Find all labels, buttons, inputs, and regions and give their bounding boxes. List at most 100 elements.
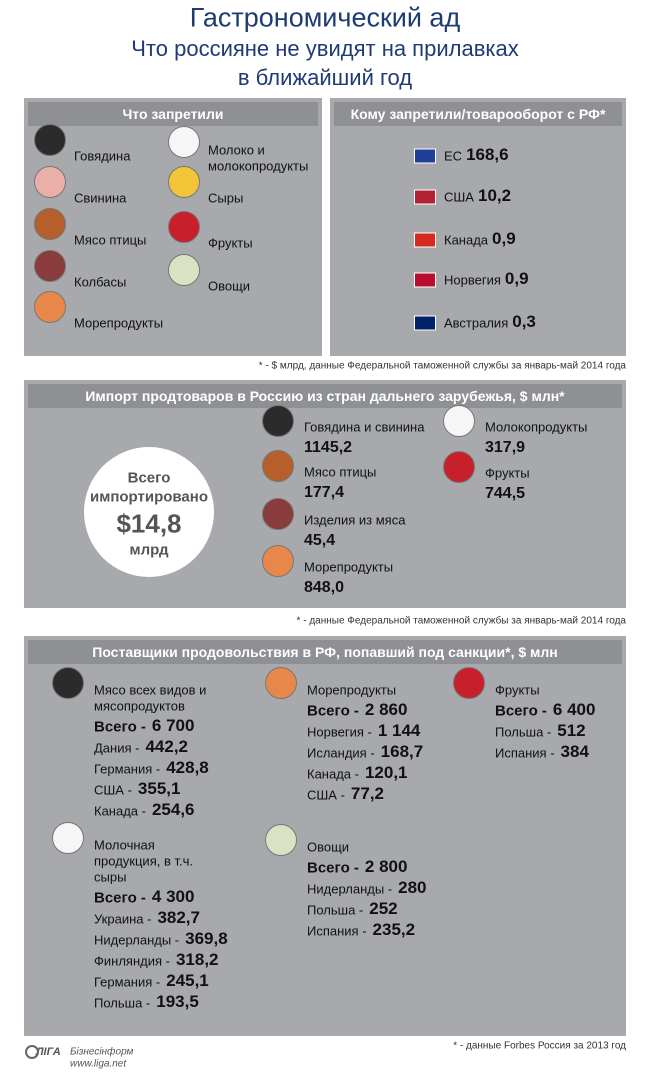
icon — [168, 166, 200, 198]
row-label: Испания - — [495, 745, 555, 761]
icon — [34, 124, 66, 156]
import-value: 1145,2 — [304, 439, 353, 456]
subtitle: Что россияне не увидят на прилавках — [131, 36, 519, 61]
row-label: Польша - — [307, 902, 364, 918]
row-value: 6 700 — [151, 716, 195, 735]
import-value: 848,0 — [304, 579, 345, 596]
import-value: 177,4 — [304, 484, 345, 501]
flag — [414, 315, 436, 331]
row-value: 442,2 — [145, 737, 189, 756]
row-label: Канада - — [307, 766, 359, 782]
title: Гастрономический ад — [189, 2, 461, 33]
row-label: Норвегия - — [307, 724, 372, 740]
flag — [414, 189, 436, 205]
group-name: Мясо всех видов и — [94, 682, 207, 698]
group-name: Морепродукты — [307, 682, 397, 698]
icon — [168, 126, 200, 158]
row-value: 77,2 — [350, 784, 385, 803]
row-label: Испания - — [307, 923, 367, 939]
row-value: 428,8 — [166, 758, 209, 777]
row-value: 235,2 — [372, 920, 416, 939]
icon — [52, 667, 84, 699]
total-text: импортировано — [90, 488, 208, 506]
item-label: Фрукты — [208, 235, 253, 251]
icon — [34, 291, 66, 323]
flag — [414, 148, 436, 164]
country-value: 0,9 — [504, 269, 529, 288]
total-text: млрд — [129, 541, 169, 559]
logo: ЛIГА — [36, 1046, 61, 1058]
group-name: Овощи — [307, 839, 350, 855]
row-label: Германия - — [94, 974, 161, 990]
flag — [414, 272, 436, 288]
row-value: 120,1 — [364, 763, 408, 782]
total-text: $14,8 — [116, 508, 182, 539]
country-name: Австралия — [444, 315, 509, 331]
panel — [330, 98, 626, 356]
row-label: Исландия - — [307, 745, 375, 761]
row-value: 254,6 — [151, 800, 195, 819]
icon — [34, 208, 66, 240]
footnote: * - данные Федеральной таможенной службы… — [296, 615, 626, 627]
icon — [262, 545, 294, 577]
row-value: 318,2 — [175, 950, 219, 969]
item-label: молокопродукты — [208, 158, 309, 174]
item-label: Молоко и — [208, 142, 265, 158]
icon — [34, 250, 66, 282]
icon — [168, 211, 200, 243]
country-name: Канада — [444, 232, 489, 248]
row-label: Украина - — [94, 911, 152, 927]
row-value: 512 — [557, 721, 586, 740]
row-label: США - — [94, 782, 132, 798]
row-label: Германия - — [94, 761, 161, 777]
row-label: Дания - — [94, 740, 140, 756]
total-circle — [84, 447, 214, 577]
icon — [262, 498, 294, 530]
row-value: 168,7 — [380, 742, 424, 761]
item-label: Говядина — [74, 148, 131, 164]
section-title: Что запретили — [28, 102, 318, 126]
icon — [453, 667, 485, 699]
import-value: 744,5 — [485, 485, 526, 502]
row-label: Польша - — [495, 724, 552, 740]
row-label: Всего - — [495, 702, 547, 720]
row-label: Канада - — [94, 803, 146, 819]
row-label: Всего - — [307, 859, 359, 877]
row-label: Всего - — [94, 889, 146, 907]
import-name: Морепродукты — [304, 559, 394, 575]
import-value: 317,9 — [485, 439, 526, 456]
icon — [443, 451, 475, 483]
footnote: * - $ млрд, данные Федеральной таможенно… — [258, 360, 626, 372]
icon — [262, 450, 294, 482]
country-value: 0,3 — [512, 312, 536, 331]
group-name: продукция, в т.ч. — [94, 853, 193, 869]
footnote: * - данные Forbes Россия за 2013 год — [453, 1040, 626, 1052]
import-value: 45,4 — [304, 532, 336, 549]
import-name: Говядина и свинина — [304, 419, 425, 435]
item-label: Свинина — [74, 190, 127, 206]
import-name: Мясо птицы — [304, 464, 377, 480]
country-value: 10,2 — [477, 186, 512, 205]
import-name: Молокопродукты — [485, 419, 588, 435]
row-label: Нидерланды - — [94, 932, 180, 948]
row-value: 4 300 — [151, 887, 195, 906]
brand: Бізнесінформ — [70, 1046, 134, 1058]
row-value: 355,1 — [137, 779, 181, 798]
row-value: 193,5 — [156, 992, 199, 1011]
group-name: мясопродуктов — [94, 698, 185, 714]
item-label: Мясо птицы — [74, 232, 147, 248]
country-value: 0,9 — [492, 229, 516, 248]
icon — [52, 822, 84, 854]
row-label: Всего - — [94, 718, 146, 736]
group-name: Фрукты — [495, 682, 540, 698]
url: www.liga.net — [70, 1058, 127, 1070]
item-label: Морепродукты — [74, 315, 164, 331]
row-label: Нидерланды - — [307, 881, 393, 897]
panel — [24, 636, 626, 1036]
country-name: США — [444, 189, 474, 205]
group-name: сыры — [94, 869, 127, 885]
item-label: Колбасы — [74, 274, 127, 290]
section-title: Поставщики продовольствия в РФ, попавший… — [28, 640, 622, 664]
item-label: Овощи — [208, 278, 251, 294]
